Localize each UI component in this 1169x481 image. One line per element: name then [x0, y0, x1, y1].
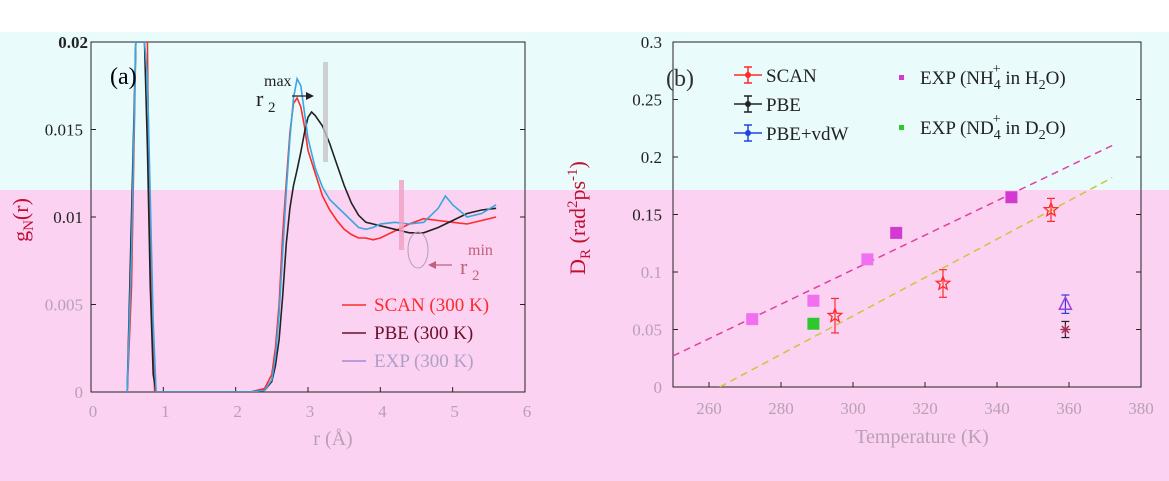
legend-b-exp-nh4: EXP (NH4+ in H2O) [899, 62, 1066, 93]
panel-a-lines [126, 42, 497, 392]
legend-b-pbe: PBE [734, 95, 801, 116]
panel-a-ytick-label: 0.01 [53, 208, 83, 227]
panel-b-fit-line-1 [719, 177, 1113, 387]
r2-max-annotation: r 2 max [256, 62, 328, 162]
panel-b-xtick-label: 300 [840, 399, 866, 418]
panel-b-fit-lines [673, 144, 1113, 387]
r2-max-base: r [256, 86, 264, 111]
panel-b-xtick-label: 320 [912, 399, 938, 418]
panel-b-point-triangle [1058, 295, 1073, 310]
panel-a-xtick-label: 1 [161, 402, 170, 421]
legend-b-exp-nh4-label: EXP (NH4+ in H2O) [920, 62, 1066, 93]
panel-b-ylabel: DR (rad2ps-1) [565, 161, 594, 275]
panel-b-ytick-label: 0.1 [641, 263, 662, 282]
panel-b-ytick-label: 0 [654, 378, 663, 397]
legend-a-exp-label: EXP (300 K) [374, 351, 474, 372]
r2-min-marker [399, 180, 404, 250]
panel-b-point-square [746, 313, 759, 326]
panel-b-ytick-label: 0.25 [632, 91, 662, 110]
panel-b-point-square [807, 294, 820, 307]
panel-b-point-square [861, 253, 874, 266]
panel-a-xtick-label: 5 [450, 402, 459, 421]
panel-a-legend: SCAN (300 K) PBE (300 K) EXP (300 K) [342, 295, 489, 372]
panel-a-xtick-label: 3 [306, 402, 315, 421]
panel-b-label: (b) [666, 66, 694, 92]
background-band-bottom [0, 190, 1169, 481]
panel-b-xtick-label: 380 [1128, 399, 1154, 418]
panel-b-ylabel-text: DR (rad2ps-1) [565, 161, 594, 275]
legend-a-scan-label: SCAN (300 K) [374, 295, 489, 316]
panel-b-legend: SCAN PBE PBE+vdW EXP (NH4+ in H2O) [734, 62, 1066, 145]
r2-min-circle [407, 231, 429, 269]
legend-b-pbevdw: PBE+vdW [734, 124, 849, 145]
legend-b-pbe-label: PBE [766, 95, 801, 116]
panel-a-ytick-label: 0 [75, 383, 84, 402]
legend-b-pbevdw-label: PBE+vdW [766, 124, 849, 145]
panel-b-xtick-label: 280 [768, 399, 794, 418]
panel-a-xtick-label: 6 [523, 402, 532, 421]
panel-a-xtick-label: 0 [89, 402, 98, 421]
panel-a-xlabel: r (Å) [313, 428, 352, 450]
panel-b-xtick-label: 260 [696, 399, 722, 418]
r2-min-arrowhead [428, 261, 436, 269]
panel-b-xlabel: Temperature (K) [855, 426, 989, 448]
panel-a-ytick-label: 0.015 [45, 121, 83, 140]
panel-a-ytick-label: 0.005 [45, 296, 83, 315]
panel-b-ytick-label: 0.2 [641, 148, 662, 167]
r2-max-sup: max [264, 73, 292, 90]
panel-b-point-square [1005, 191, 1018, 204]
ylabel-r: (r) [8, 198, 33, 220]
legend-b-scan: SCAN [734, 66, 817, 87]
panel-a-ylabel-text: gN(r) [8, 198, 37, 242]
panel-b-ytick-label: 0.15 [632, 206, 662, 225]
r2-max-arrowhead [306, 92, 314, 100]
legend-b-exp-nd4-label: EXP (ND4+ in D2O) [920, 112, 1066, 143]
legend-b-exp-nh4-marker [899, 75, 904, 80]
panel-a-series-2 [126, 42, 497, 392]
panel-a-ylabel: gN(r) [8, 198, 37, 242]
panel-b-ticks: 260 280 300 320 340 360 380 0 0.05 0.1 0.15 0.2 0.25… [632, 33, 1154, 418]
panel-b-points [746, 191, 1073, 339]
panel-a-series-1 [126, 42, 497, 392]
r2-min-sub: 2 [472, 268, 480, 284]
panel-b-xtick-label: 340 [984, 399, 1010, 418]
panel-b-fit-line-0 [673, 144, 1113, 357]
r2-min-base: r [460, 254, 468, 279]
panel-b-point-star [934, 274, 952, 291]
background-band-top [0, 32, 1169, 190]
legend-b-exp-nd4: EXP (ND4+ in D2O) [899, 112, 1066, 143]
r2-max-sub: 2 [268, 100, 276, 116]
r2-max-marker [323, 62, 328, 162]
panel-b-point-square [890, 226, 903, 239]
legend-b-scan-label: SCAN [766, 66, 817, 87]
panel-a-ticks: 0 1 2 3 4 5 6 0 0.005 0.01 0.015 0.02 [45, 33, 532, 421]
panel-b-point-star [1042, 201, 1060, 218]
r2-min-sup: min [468, 242, 493, 259]
panel-b-frame [672, 41, 1142, 388]
panel-a-label: (a) [110, 64, 137, 90]
panel-b-xtick-label: 360 [1056, 399, 1082, 418]
r2-min-annotation: r 2 min [399, 180, 493, 284]
panel-b-ytick-label: 0.05 [632, 321, 662, 340]
panel-a-xtick-label: 2 [233, 402, 242, 421]
panel-a-ytick-label: 0.02 [58, 33, 88, 52]
panel-a-xtick-label: 4 [378, 402, 387, 421]
ylabel-sub: N [21, 220, 37, 231]
panel-b-point-asterisk [1061, 325, 1070, 334]
ylabel-g: g [8, 231, 33, 242]
panel-b-point-square [807, 317, 820, 330]
legend-a-pbe-label: PBE (300 K) [374, 323, 473, 344]
panel-b-ytick-label: 0.3 [641, 33, 662, 52]
legend-b-exp-nd4-marker [899, 125, 904, 130]
panel-b-point-star [826, 306, 844, 323]
